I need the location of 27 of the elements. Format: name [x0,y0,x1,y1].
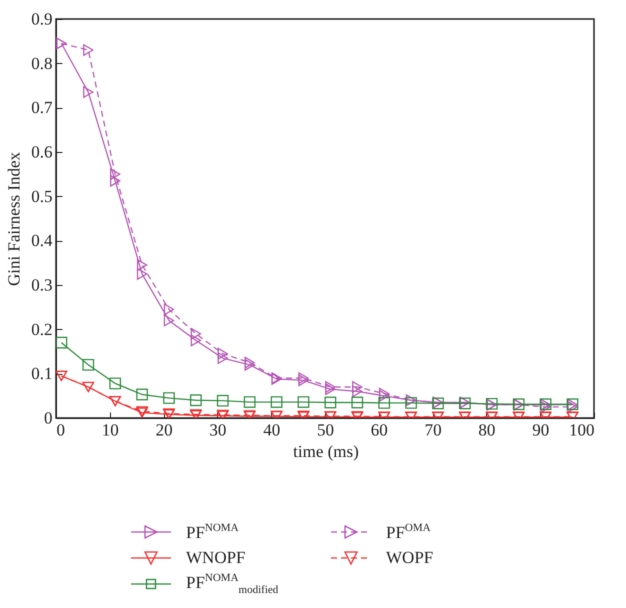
x-axis-title: time (ms) [292,442,360,462]
legend-label: PF$^{OMA}$ [386,522,431,542]
y-axis-title: Gini Fairness Index [4,151,24,286]
legend-label: PF$^{NOMA}$ [186,522,239,542]
x-tick-label: 10 [102,420,119,440]
x-tick-label: 80 [478,420,496,440]
x-tick-label: 50 [317,420,334,440]
legend-label: WOPF [386,548,434,568]
x-tick-label: 90 [532,420,550,440]
y-tick-label: 0.3 [31,276,52,294]
y-tick-label: 0.2 [31,320,52,339]
x-tick-label: 60 [370,420,388,440]
y-tick-label: 0.1 [31,364,52,384]
x-tick-label: 100 [569,420,594,440]
x-tick-label: 40 [263,420,280,440]
y-tick-label: 0.8 [31,54,52,73]
x-tick-label: 20 [156,420,173,440]
legend-label: WNOPF [186,548,246,568]
y-tick-label: 0.9 [31,10,52,28]
y-tick-label: 0.5 [31,186,52,206]
x-tick-label: 70 [424,420,442,440]
x-tick-label: 30 [209,420,226,440]
y-tick-label: 0 [44,408,52,428]
y-tick-label: 0.7 [31,98,53,118]
x-tick-label: 0 [56,420,65,440]
y-tick-label: 0.6 [31,142,52,162]
y-tick-label: 0.4 [31,231,53,250]
